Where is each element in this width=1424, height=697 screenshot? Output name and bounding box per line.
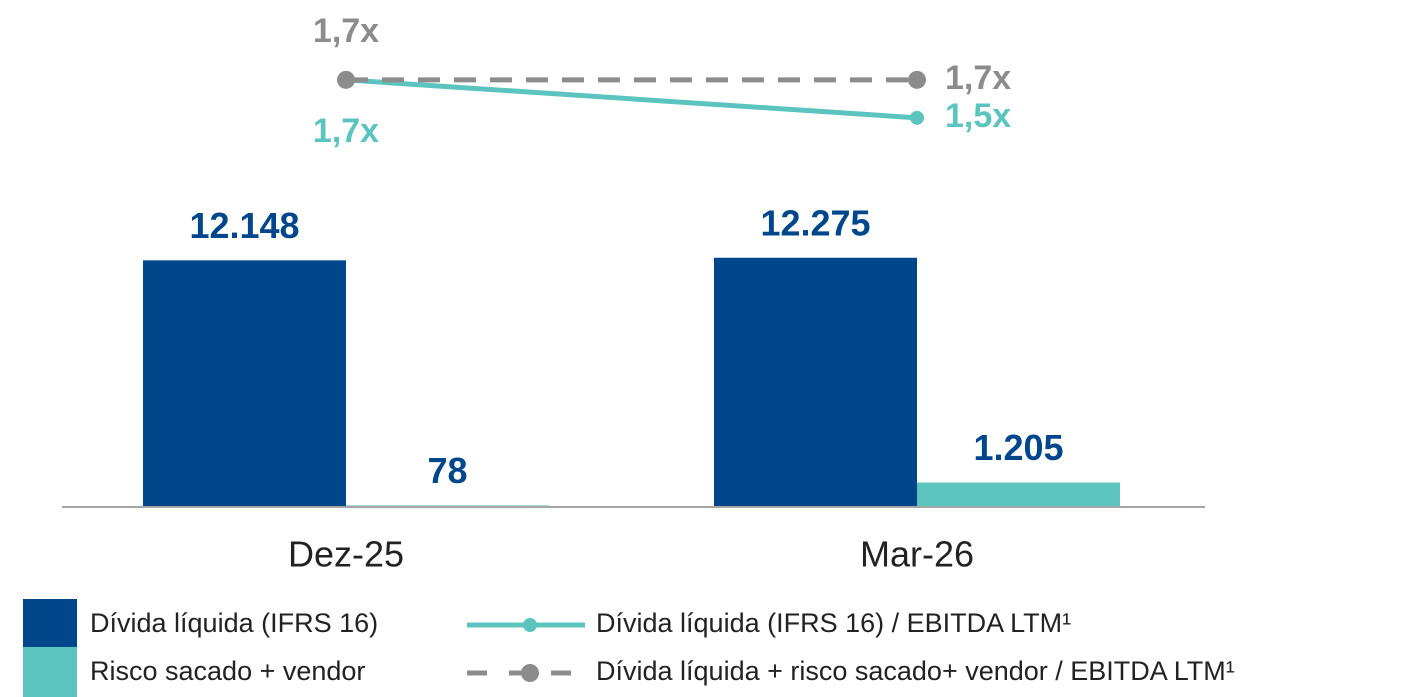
x-tick-label: Dez-25: [288, 534, 404, 575]
line-value-label: 1,5x: [945, 97, 1011, 135]
legend-swatch: [23, 647, 77, 697]
bar-value-label: 1.205: [973, 427, 1063, 468]
legend-label: Dívida líquida (IFRS 16) / EBITDA LTM¹: [596, 608, 1071, 638]
bar: [143, 260, 346, 507]
line-point: [337, 70, 355, 89]
bar: [714, 257, 917, 507]
line-value-label: 1,7x: [313, 112, 379, 150]
line-point: [910, 110, 924, 125]
bar-value-label: 12.275: [760, 202, 870, 243]
bar-value-label: 78: [427, 450, 467, 491]
x-tick-label: Mar-26: [860, 534, 974, 575]
line-value-label: 1,7x: [945, 59, 1011, 97]
legend-marker: [523, 618, 537, 632]
bar: [917, 482, 1120, 507]
line-value-label: 1,7x: [313, 12, 379, 50]
legend-label: Dívida líquida (IFRS 16): [90, 608, 378, 638]
legend-swatch: [23, 599, 77, 651]
line-point: [908, 70, 926, 89]
legend-label: Risco sacado + vendor: [90, 656, 365, 686]
bar-value-label: 12.148: [189, 205, 299, 246]
line: [345, 77, 918, 121]
legend-label: Dívida líquida + risco sacado+ vendor / …: [596, 656, 1235, 686]
legend-marker: [521, 664, 539, 682]
